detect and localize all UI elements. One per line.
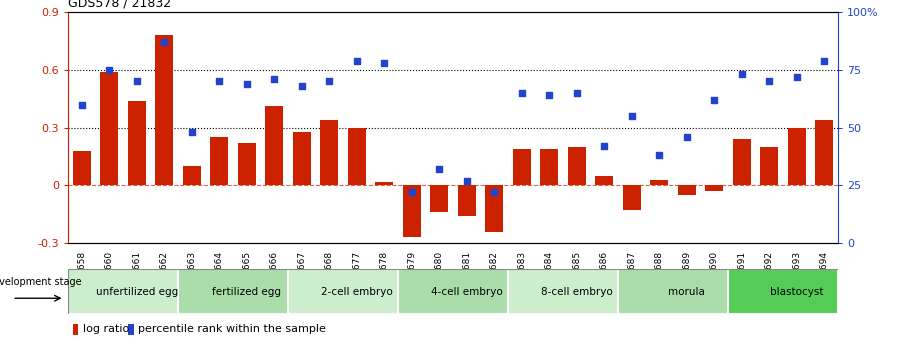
Point [487,190,502,195]
Bar [706,186,723,191]
Point [185,129,199,135]
Point [570,90,584,96]
Bar [678,186,696,195]
Bar [183,166,200,186]
Point [239,81,254,87]
Text: fertilized egg: fertilized egg [212,287,281,296]
Point [707,97,721,103]
Point [74,102,89,107]
Bar [348,128,366,186]
Point [294,83,309,89]
Bar [210,137,228,186]
Point [597,144,612,149]
Point [459,178,474,184]
Bar [128,101,146,186]
Bar [288,269,398,314]
Bar [403,186,420,237]
Bar [178,269,288,314]
Bar [72,151,91,186]
Point [735,72,749,77]
Text: development stage: development stage [0,277,82,287]
Text: 4-cell embryo: 4-cell embryo [431,287,503,296]
Bar [651,180,669,186]
Point [624,113,639,119]
Bar [293,131,311,186]
Point [212,79,226,84]
Bar [760,147,778,186]
Bar [540,149,558,186]
Text: log ratio: log ratio [82,325,129,334]
Point [542,92,556,98]
Bar [68,269,178,314]
Point [817,58,832,63]
Text: GDS578 / 21832: GDS578 / 21832 [68,0,171,10]
Bar [508,269,618,314]
Bar [155,35,173,186]
Bar [430,186,448,213]
Bar [513,149,531,186]
Text: percentile rank within the sample: percentile rank within the sample [139,325,326,334]
Bar [237,143,255,186]
Bar [618,269,728,314]
Point [515,90,529,96]
Bar [486,186,503,232]
Point [267,76,282,82]
Bar [375,181,393,186]
Point [102,67,117,73]
Point [404,190,419,195]
Text: 8-cell embryo: 8-cell embryo [541,287,612,296]
Text: 2-cell embryo: 2-cell embryo [321,287,392,296]
Point [789,74,804,80]
Point [350,58,364,63]
Bar [728,269,838,314]
Point [322,79,336,84]
Bar [788,128,805,186]
Point [157,39,171,45]
Point [652,152,667,158]
Bar [321,120,338,186]
Bar [733,139,751,186]
Text: unfertilized egg: unfertilized egg [96,287,178,296]
Bar [595,176,613,186]
Bar [265,107,284,186]
Bar [72,324,78,335]
Point [130,79,144,84]
Point [432,167,447,172]
Text: morula: morula [669,287,705,296]
Bar [128,324,133,335]
Bar [568,147,585,186]
Point [762,79,776,84]
Bar [622,186,641,210]
Point [680,134,694,140]
Bar [398,269,508,314]
Point [377,60,391,66]
Text: blastocyst: blastocyst [770,287,824,296]
Bar [458,186,476,216]
Bar [101,72,118,186]
Bar [815,120,834,186]
